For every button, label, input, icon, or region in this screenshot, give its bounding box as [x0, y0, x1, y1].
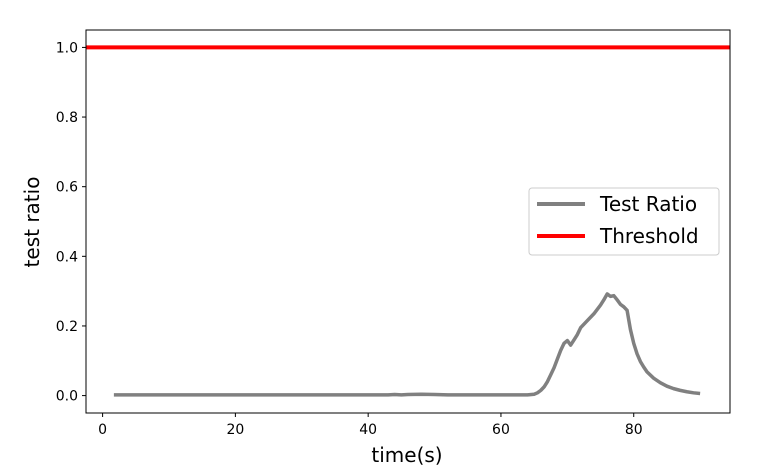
x-tick-label: 80: [625, 422, 643, 438]
x-axis-label: time(s): [371, 443, 442, 467]
x-tick-label: 40: [359, 422, 377, 438]
y-tick-label: 0.8: [56, 110, 78, 126]
y-axis-ticks: 0.0 0.2 0.4 0.6 0.8 1.0: [56, 40, 86, 405]
x-tick-label: 0: [98, 422, 107, 438]
legend-label-test-ratio: Test Ratio: [599, 192, 697, 216]
x-tick-label: 60: [492, 422, 510, 438]
plot-frame: [85, 29, 731, 414]
series-layer: [86, 45, 730, 397]
y-axis-label: test ratio: [20, 177, 44, 268]
x-tick-label: 20: [226, 422, 244, 438]
y-tick-label: 1.0: [56, 40, 78, 56]
y-tick-label: 0.6: [56, 180, 78, 196]
y-tick-label: 0.4: [56, 249, 78, 265]
series-line-test-ratio: [113, 292, 701, 397]
x-axis-ticks: 0 20 40 60 80: [98, 413, 643, 438]
y-tick-label: 0.2: [56, 319, 78, 335]
y-tick-label: 0.0: [56, 389, 78, 405]
legend: Test Ratio Threshold: [528, 187, 720, 256]
legend-label-threshold: Threshold: [599, 224, 699, 248]
